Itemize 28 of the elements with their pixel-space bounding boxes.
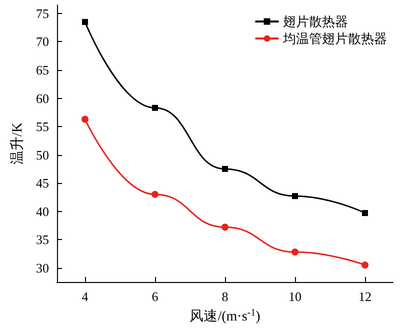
y-tick-label: 30 <box>36 260 49 276</box>
point <box>362 210 368 216</box>
point <box>362 262 368 269</box>
point <box>292 248 298 256</box>
y-tick-label: 45 <box>36 176 49 191</box>
point <box>82 18 88 25</box>
y-tick-label: 60 <box>36 90 49 106</box>
x-tick-label: 8 <box>222 289 228 304</box>
y-tick-label: 75 <box>36 6 49 21</box>
point <box>222 166 228 172</box>
point <box>152 104 158 111</box>
y-tick-label: 65 <box>36 62 49 78</box>
point <box>222 224 228 231</box>
point <box>152 190 158 198</box>
y-axis-title: 温升/K <box>10 122 26 164</box>
y-tick-label: 55 <box>36 119 49 134</box>
x-tick-label: 6 <box>152 289 159 304</box>
y-tick-label: 35 <box>36 232 49 248</box>
y-tick-label: 70 <box>36 34 49 50</box>
y-tick-label: 40 <box>36 204 49 219</box>
x-tick-label: 10 <box>288 289 302 304</box>
y-tick-label: 50 <box>36 147 49 162</box>
legend-label: 翅片散热器 <box>283 14 348 29</box>
legend-label: 均温管翅片散热器 <box>282 31 387 46</box>
x-tick-label: 12 <box>358 289 372 304</box>
point <box>82 116 88 123</box>
point <box>292 193 298 200</box>
x-tick-label: 4 <box>82 289 89 304</box>
